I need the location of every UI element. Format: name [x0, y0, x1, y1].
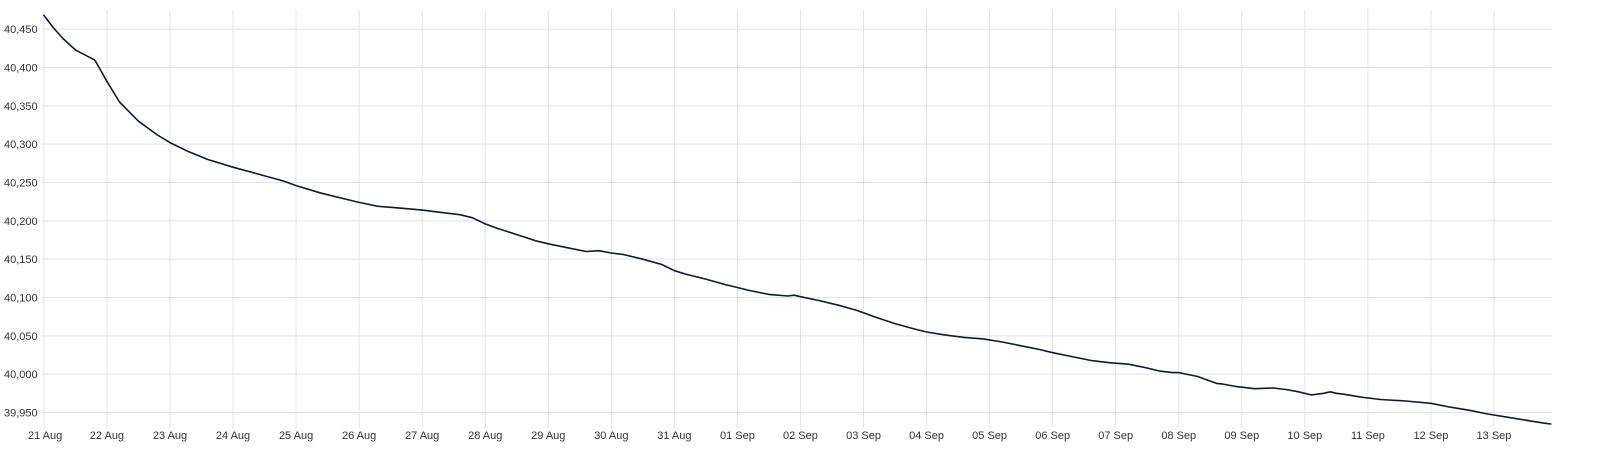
x-axis: 21 Aug 22 Aug 23 Aug 24 Aug 25 Aug 26 Aug 27 A… — [28, 430, 1511, 442]
x-tick-label: 13 Sep — [1477, 430, 1512, 442]
x-tick-label: 12 Sep — [1414, 430, 1449, 442]
x-tick-label: 30 Aug — [594, 430, 628, 442]
y-tick-label: 40,350 — [4, 101, 38, 113]
x-tick-label: 22 Aug — [90, 430, 124, 442]
y-tick-label: 40,050 — [4, 331, 38, 343]
y-tick-label: 39,950 — [4, 408, 38, 420]
y-axis: 39,950 40,000 40,050 40,100 40,150 40,200 40,2… — [4, 24, 38, 419]
x-tick-label: 06 Sep — [1035, 430, 1070, 442]
x-tick-label: 05 Sep — [972, 430, 1007, 442]
x-tick-label: 25 Aug — [279, 430, 313, 442]
y-tick-label: 40,150 — [4, 254, 38, 266]
x-tick-label: 11 Sep — [1351, 430, 1385, 442]
series-group — [43, 14, 1552, 425]
x-tick-label: 29 Aug — [531, 430, 565, 442]
x-tick-label: 08 Sep — [1161, 430, 1196, 442]
x-tick-label: 21 Aug — [28, 430, 62, 442]
series-line — [43, 14, 1552, 425]
x-tick-label: 03 Sep — [846, 430, 881, 442]
y-tick-label: 40,000 — [4, 369, 38, 381]
x-tick-label: 23 Aug — [153, 430, 187, 442]
y-tick-label: 40,300 — [4, 139, 38, 151]
y-tick-label: 40,400 — [4, 63, 38, 75]
y-tick-label: 40,450 — [4, 24, 38, 36]
x-tick-label: 10 Sep — [1287, 430, 1322, 442]
x-tick-label: 09 Sep — [1224, 430, 1259, 442]
x-tick-label: 26 Aug — [342, 430, 376, 442]
x-tick-label: 28 Aug — [468, 430, 502, 442]
x-tick-label: 04 Sep — [909, 430, 944, 442]
x-tick-label: 07 Sep — [1098, 430, 1133, 442]
x-tick-label: 24 Aug — [216, 430, 250, 442]
x-tick-label: 01 Sep — [720, 430, 755, 442]
x-tick-label: 27 Aug — [405, 430, 439, 442]
y-tick-label: 40,250 — [4, 178, 38, 190]
grid — [42, 10, 1552, 428]
x-tick-label: 31 Aug — [657, 430, 691, 442]
y-tick-label: 40,200 — [4, 216, 38, 228]
y-tick-label: 40,100 — [4, 293, 38, 305]
x-tick-label: 02 Sep — [783, 430, 818, 442]
